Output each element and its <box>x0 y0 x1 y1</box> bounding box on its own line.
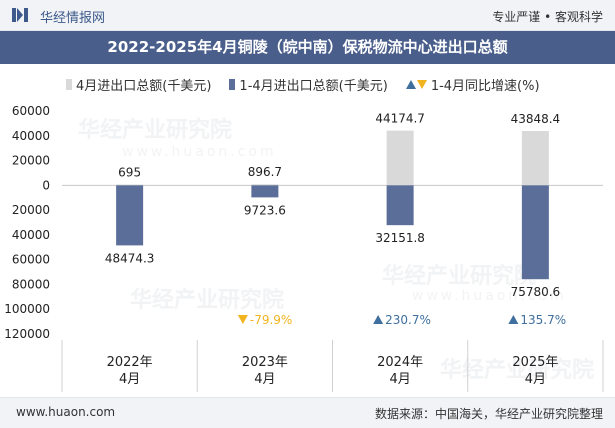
bar-cumulative <box>521 185 549 280</box>
footer-source: 数据来源：中国海关，华经产业研究院整理 <box>374 407 603 421</box>
legend-swatch-monthly <box>66 79 72 90</box>
legend: 4月进出口总额(千美元) 1-4月进出口总额(千美元) 1-4月同比增速(%) <box>66 75 558 94</box>
x-tick-label: 4月 <box>389 372 410 387</box>
data-label-monthly: 43848.4 <box>511 112 561 126</box>
data-label-cumulative: 75780.6 <box>511 285 561 299</box>
legend-swatch-cumulative <box>229 79 236 90</box>
legend-item-growth: 1-4月同比增速(%) <box>405 75 540 94</box>
data-label-growth: 135.7% <box>520 313 566 327</box>
chart-canvas: 60000 40000 20000 0 20000 40000 60000 80000 1000… <box>4 104 604 392</box>
legend-item-monthly: 4月进出口总额(千美元) <box>66 75 211 94</box>
bar-monthly <box>521 131 549 186</box>
y-tick-label: 0 <box>42 178 50 192</box>
y-tick-label: 60000 <box>12 253 50 267</box>
data-label-monthly: 695 <box>118 165 141 179</box>
legend-label-cumulative: 1-4月进出口总额(千美元) <box>239 79 388 94</box>
data-label-growth: 230.7% <box>385 313 431 327</box>
data-label-cumulative: 9723.6 <box>244 203 286 217</box>
logo-icon <box>12 8 28 22</box>
y-tick-label: 40000 <box>12 228 50 242</box>
data-label-growth: -79.9% <box>250 313 292 327</box>
bar-cumulative <box>251 185 279 198</box>
x-tick-label: 4月 <box>254 372 275 387</box>
triangle-up-icon <box>508 315 519 324</box>
x-tick-label: 2025年 <box>512 355 558 370</box>
y-tick-label: 20000 <box>12 154 50 168</box>
x-tick-label: 4月 <box>525 372 546 387</box>
x-tick-label: 2023年 <box>242 355 288 370</box>
triangle-down-icon <box>416 80 427 89</box>
slogan: 专业严谨 • 客观科学 <box>492 10 603 24</box>
data-label-cumulative: 48474.3 <box>105 251 155 265</box>
y-tick-label: 40000 <box>12 129 50 143</box>
triangle-up-icon <box>405 80 416 89</box>
bar-monthly <box>251 184 279 186</box>
legend-item-cumulative: 1-4月进出口总额(千美元) <box>229 75 388 94</box>
bar-cumulative <box>116 185 144 246</box>
legend-label-monthly: 4月进出口总额(千美元) <box>76 79 212 94</box>
footer: www.huaon.com 数据来源：中国海关，华经产业研究院整理 <box>0 397 615 428</box>
y-tick-label: 60000 <box>12 104 50 118</box>
x-tick-label: 4月 <box>119 372 140 387</box>
bar-cumulative <box>386 185 414 226</box>
bar-monthly <box>116 184 144 186</box>
footer-url: www.huaon.com <box>16 405 116 419</box>
chart-title: 2022-2025年4月铜陵（皖中南）保税物流中心进出口总额 <box>0 31 615 64</box>
y-tick-label: 20000 <box>12 203 50 217</box>
triangle-up-icon <box>373 315 384 324</box>
top-bar: 华经情报网 专业严谨 • 客观科学 <box>0 0 615 31</box>
triangle-down-icon <box>237 315 248 324</box>
brand-name: 华经情报网 <box>40 11 106 26</box>
legend-label-growth: 1-4月同比增速(%) <box>430 79 540 94</box>
bar-monthly <box>386 130 414 186</box>
y-tick-label: 120000 <box>4 327 50 341</box>
data-label-monthly: 44174.7 <box>375 112 425 126</box>
y-tick-label: 100000 <box>4 302 50 316</box>
x-tick-label: 2022年 <box>107 355 153 370</box>
data-label-monthly: 896.7 <box>248 165 282 179</box>
y-tick-label: 80000 <box>12 277 50 291</box>
x-tick-label: 2024年 <box>377 355 423 370</box>
data-label-cumulative: 32151.8 <box>375 231 425 245</box>
